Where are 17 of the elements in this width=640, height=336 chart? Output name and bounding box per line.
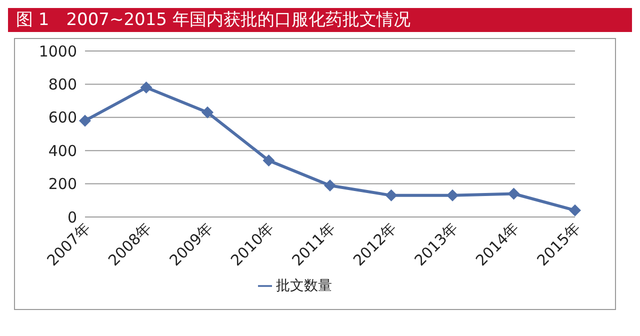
point <box>446 189 458 202</box>
y-tick-label: 400 <box>48 142 77 160</box>
y-tick-label: 0 <box>67 208 77 226</box>
legend-label: 批文数量 <box>276 278 332 294</box>
y-tick-label: 600 <box>48 108 77 127</box>
y-tick-label: 1000 <box>38 42 77 60</box>
point <box>385 189 398 202</box>
point <box>324 179 336 192</box>
chart-title: 图 1 2007~2015 年国内获批的口服化药批文情况 <box>8 8 632 32</box>
point <box>569 204 581 216</box>
y-tick-label: 800 <box>48 76 77 94</box>
point <box>262 154 275 167</box>
point <box>202 106 214 118</box>
point <box>140 82 152 94</box>
y-tick-label: 200 <box>48 175 77 194</box>
point <box>79 114 91 127</box>
point <box>508 188 520 200</box>
